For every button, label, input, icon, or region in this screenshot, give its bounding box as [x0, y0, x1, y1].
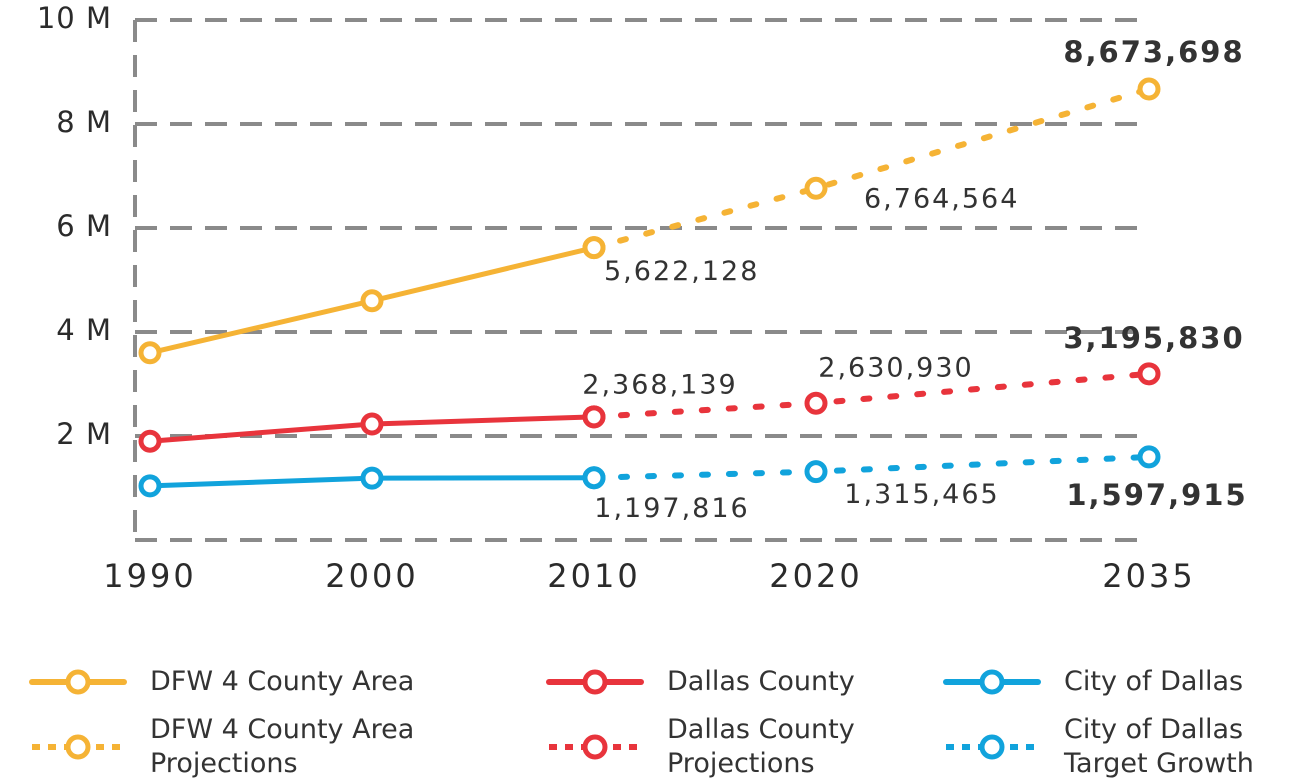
x-tick-label: 1990 [103, 557, 196, 595]
value-label: 1,197,816 [594, 493, 749, 524]
legend-item: DFW 4 County Area Projections [28, 713, 415, 781]
legend-swatch [549, 734, 641, 760]
legend-label: City of Dallas Target Growth [1064, 714, 1254, 779]
value-label: 2,368,139 [582, 369, 737, 400]
y-tick-label: 10 M [37, 1, 112, 35]
y-tick-label: 6 M [56, 209, 112, 243]
point [360, 466, 384, 490]
legend-label: DFW 4 County Area [150, 666, 415, 697]
legend-marker [582, 669, 608, 695]
chart: 2 M 4 M 6 M 8 M 10 M 1990 2000 2010 2020 2035 5,62… [37, 1, 1247, 595]
value-label: 1,315,465 [844, 479, 999, 510]
point [582, 466, 606, 490]
legend-swatch [943, 669, 1041, 695]
point [804, 391, 828, 415]
legend-item: DFW 4 County Area [28, 665, 510, 699]
point [582, 405, 606, 429]
legend-item: Dallas County Projections [545, 713, 907, 781]
legend-swatch [946, 734, 1038, 760]
point [360, 412, 384, 436]
y-tick-label: 8 M [56, 105, 112, 139]
legend-item: Dallas County [545, 665, 967, 699]
point [582, 236, 606, 260]
legend-marker [582, 734, 608, 760]
series-line [591, 85, 1152, 251]
legend-label: Dallas County [667, 666, 855, 697]
x-tick-label: 2035 [1102, 557, 1195, 595]
series-line [591, 453, 1152, 481]
point [138, 429, 162, 453]
point [360, 289, 384, 313]
legend-marker [65, 734, 91, 760]
legend-swatch [32, 734, 124, 760]
point [138, 474, 162, 498]
value-label: 8,673,698 [1063, 35, 1244, 69]
legend-label: DFW 4 County Area Projections [150, 714, 415, 779]
x-tick-label: 2020 [769, 557, 862, 595]
value-label: 6,764,564 [864, 184, 1019, 215]
legend-marker [979, 734, 1005, 760]
value-label: 2,630,930 [818, 353, 973, 384]
legend-item: City of Dallas Target Growth [942, 713, 1295, 781]
legend-label: Dallas County Projections [667, 714, 855, 779]
point [804, 176, 828, 200]
legend-swatch [546, 669, 644, 695]
point [1137, 77, 1161, 101]
point [1137, 445, 1161, 469]
legend-marker [979, 669, 1005, 695]
legend: DFW 4 County Area DFW 4 County Area Proje… [0, 655, 1295, 779]
legend-item: City of Dallas [942, 665, 1295, 699]
value-label: 5,622,128 [604, 256, 759, 287]
value-label: 1,597,915 [1066, 478, 1247, 512]
point [1137, 362, 1161, 386]
y-tick-label: 4 M [56, 313, 112, 347]
point [138, 341, 162, 365]
legend-marker [65, 669, 91, 695]
x-tick-label: 2000 [325, 557, 418, 595]
value-label: 3,195,830 [1063, 321, 1244, 355]
point [804, 460, 828, 484]
legend-swatch [29, 669, 127, 695]
x-tick-label: 2010 [547, 557, 640, 595]
legend-label: City of Dallas [1064, 666, 1244, 697]
y-tick-label: 2 M [56, 417, 112, 451]
